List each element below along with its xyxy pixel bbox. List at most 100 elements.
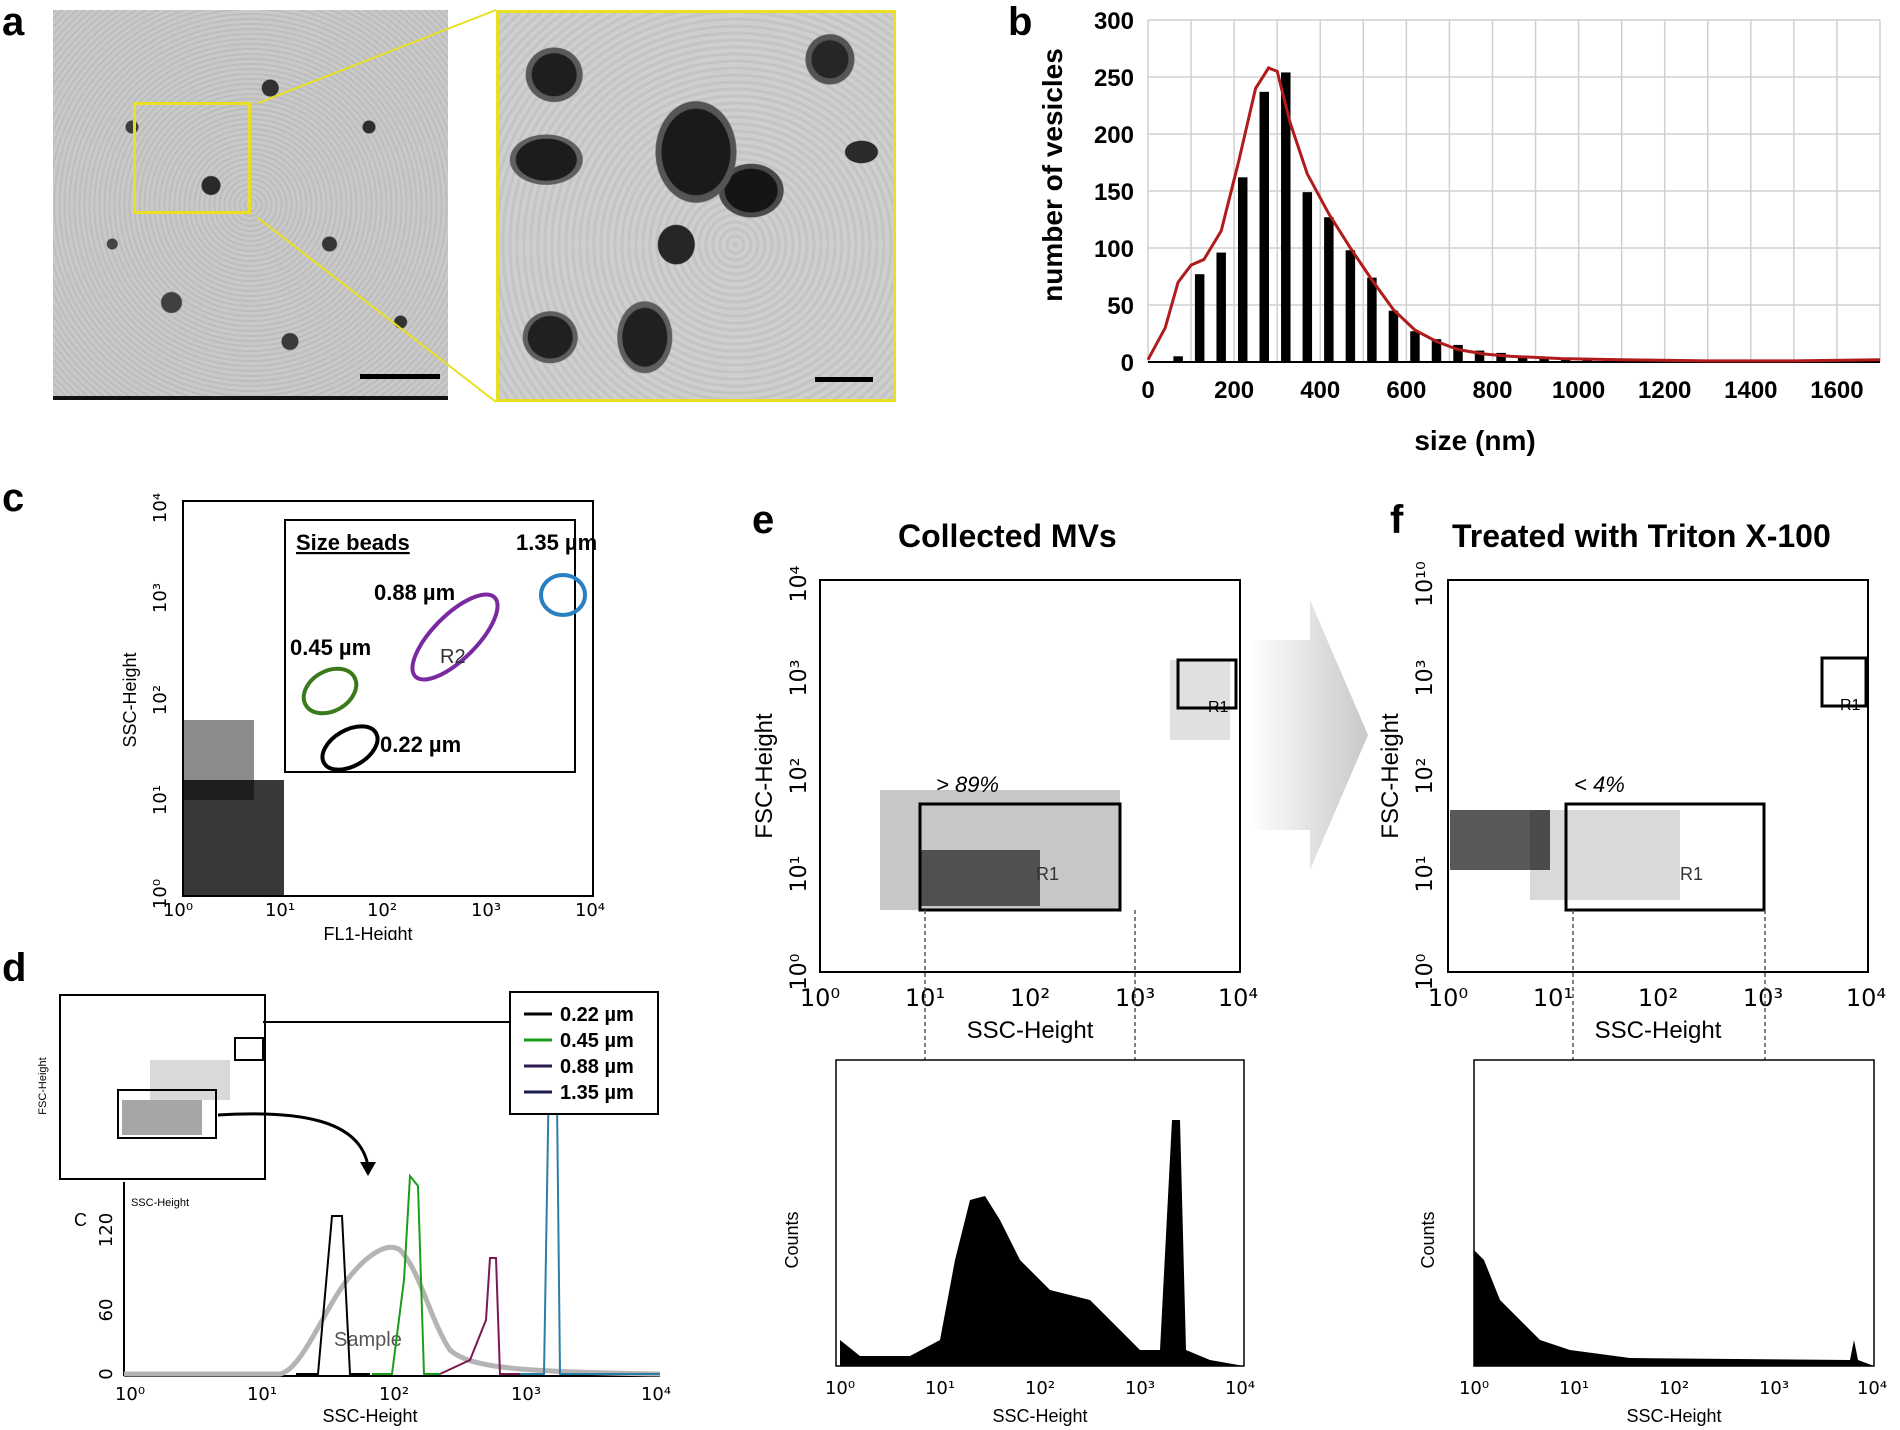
- f-hist-x-label: SSC-Height: [1626, 1406, 1721, 1426]
- inset-y-axis-label: FSC-Height: [37, 1057, 49, 1114]
- e-scatter-y-label: FSC-Height: [751, 713, 778, 839]
- e-scatter-box: [819, 579, 1241, 973]
- e-gate-corner: [1176, 658, 1238, 710]
- legend-022: 0.22 µm: [560, 1004, 634, 1026]
- bar: [1496, 352, 1506, 362]
- panel-letter-e: e: [752, 498, 775, 542]
- f-xtick-0: 10⁰: [1428, 984, 1468, 1012]
- bead-ellipse-045: [301, 666, 359, 716]
- x-tick-label: 1400: [1724, 377, 1777, 404]
- panel-c-svg: 10⁰ 10¹ 10² 10³ 10⁴ 10⁰ 10¹ 10² 10³ 10⁴ …: [120, 493, 605, 940]
- bar: [1345, 250, 1356, 362]
- x-axis-label: size (nm): [1414, 425, 1535, 456]
- x-tick-label: 200: [1214, 377, 1254, 404]
- bar: [1410, 331, 1420, 362]
- legend-088: 0.88 µm: [560, 1056, 634, 1078]
- e-events-dense: [920, 850, 1040, 906]
- panel-e-svg: > 89% R1 R1 10⁰ 10¹ 10² 10³ 10⁴ 10⁰ 10¹ …: [751, 565, 1258, 1426]
- e-xtick-0: 10⁰: [800, 984, 840, 1012]
- bead-label-135: 1.35 µm: [516, 530, 597, 555]
- f-ytick-3: 10³: [1413, 660, 1438, 697]
- panel-letter-b: b: [1008, 0, 1033, 44]
- bar: [1194, 274, 1205, 362]
- panel-letter-d: d: [2, 946, 27, 990]
- bar: [1281, 72, 1291, 362]
- inset-events: [122, 1100, 202, 1135]
- scale-bar-zoom: [815, 377, 873, 382]
- c-y-axis-label: SSC-Height: [120, 652, 140, 747]
- e-gate-r1: [918, 802, 1122, 912]
- c-ytick-2: 10²: [150, 685, 171, 715]
- e-hxtick-2: 10²: [1025, 1378, 1055, 1399]
- d-xtick-4: 10⁴: [641, 1384, 671, 1405]
- y-tick-label: 0: [1121, 350, 1134, 377]
- f-ytick-2: 10²: [1413, 758, 1438, 795]
- d-xtick-0: 10⁰: [115, 1384, 145, 1405]
- x-tick-label: 600: [1386, 377, 1426, 404]
- connector-arrow: [217, 1112, 370, 1167]
- f-events-sparse: [1530, 810, 1680, 900]
- f-gate-r1-corner-label: R1: [1840, 697, 1861, 714]
- e-hxtick-1: 10¹: [925, 1378, 955, 1399]
- x-tick-labels: 0 200 400 600 800 1000 1200 1400 1600: [1141, 377, 1863, 404]
- c-xtick-4: 10⁴: [575, 900, 605, 921]
- bead-ellipse-088: [410, 592, 500, 682]
- c-ytick-3: 10³: [150, 583, 171, 613]
- panel-d-svg: SSC-Height FSC-Height C 120 60 0 10⁰ 10¹…: [37, 991, 671, 1426]
- sample-label: Sample: [334, 1329, 402, 1351]
- size-beads-title: Size beads: [296, 530, 410, 555]
- legend-135: 1.35 µm: [560, 1082, 634, 1104]
- bar: [1388, 310, 1399, 362]
- e-gate-pct: > 89%: [936, 772, 999, 797]
- panel-letter-f: f: [1390, 498, 1404, 542]
- bar: [1474, 350, 1485, 362]
- size-beads-box: [284, 519, 576, 773]
- sample-curve: [124, 1244, 661, 1377]
- chart-bars: [1173, 72, 1872, 362]
- inset-gate-corner: [234, 1037, 264, 1061]
- bar: [1367, 277, 1377, 362]
- transition-arrow: [1250, 600, 1368, 870]
- y-tick-labels: 0 50 100 150 200 250 300: [1094, 8, 1134, 377]
- e-events-diagonal: [1170, 660, 1230, 740]
- bar: [1324, 217, 1334, 362]
- bead-label-045: 0.45 µm: [290, 635, 371, 660]
- c-xtick-3: 10³: [471, 900, 501, 921]
- d-ytick-0: 0: [96, 1368, 117, 1379]
- f-hxtick-3: 10³: [1759, 1378, 1789, 1399]
- f-scatter-box: [1447, 579, 1869, 973]
- e-ytick-1: 10¹: [787, 856, 812, 893]
- bar: [1237, 177, 1248, 362]
- c-xtick-1: 10¹: [265, 900, 295, 921]
- e-hist-y-label: Counts: [782, 1211, 802, 1268]
- gate-r2-label: R2: [440, 646, 466, 668]
- bead-ellipse-022: [320, 724, 380, 772]
- e-hxtick-3: 10³: [1125, 1378, 1155, 1399]
- bead-label-022: 0.22 µm: [380, 732, 461, 757]
- e-hist-x-label: SSC-Height: [992, 1406, 1087, 1426]
- f-ytick-1: 10¹: [1413, 856, 1438, 893]
- c-ytick-1: 10¹: [150, 785, 171, 815]
- bottom-edge: [53, 396, 448, 400]
- arrow-shape: [1250, 600, 1368, 870]
- e-xtick-2: 10²: [1010, 984, 1050, 1012]
- size-distribution-chart: 0 200 400 600 800 1000 1200 1400 1600 0 50 100 150 2…: [1037, 8, 1881, 456]
- legend-045: 0.45 µm: [560, 1030, 634, 1052]
- zoom-lines: [257, 9, 497, 403]
- inset-events-upper: [150, 1060, 230, 1100]
- x-tick-label: 1600: [1810, 377, 1863, 404]
- e-hxtick-4: 10⁴: [1225, 1378, 1255, 1399]
- x-tick-label: 400: [1300, 377, 1340, 404]
- e-xtick-4: 10⁴: [1218, 984, 1258, 1012]
- d-xtick-1: 10¹: [247, 1384, 277, 1405]
- e-ytick-4: 10⁴: [787, 565, 812, 602]
- f-events-dense: [1450, 810, 1550, 870]
- e-gate-r1-label: R1: [1036, 864, 1059, 884]
- f-xtick-3: 10³: [1743, 984, 1783, 1012]
- c-xtick-2: 10²: [367, 900, 397, 921]
- zoom-line-top: [257, 9, 497, 104]
- peak-022: [296, 1215, 370, 1375]
- bar: [1259, 91, 1269, 362]
- bar: [1539, 357, 1549, 362]
- y-tick-label: 300: [1094, 8, 1134, 35]
